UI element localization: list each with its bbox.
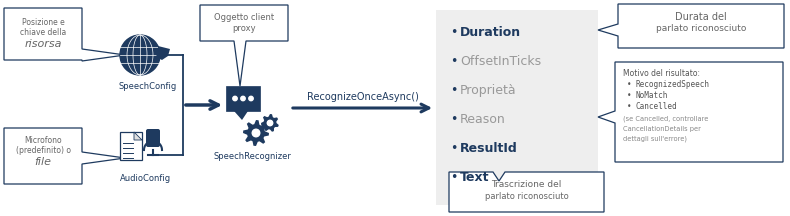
Polygon shape: [261, 114, 279, 132]
Polygon shape: [156, 46, 170, 60]
Text: •: •: [450, 26, 457, 39]
Text: Cancelled: Cancelled: [635, 102, 676, 111]
Text: Oggetto client: Oggetto client: [214, 13, 274, 22]
Text: •: •: [450, 171, 457, 184]
Text: file: file: [35, 157, 51, 167]
Text: RecognizeOnceAsync(): RecognizeOnceAsync(): [307, 92, 419, 102]
Polygon shape: [598, 62, 783, 162]
Circle shape: [120, 35, 160, 75]
Text: parlato riconosciuto: parlato riconosciuto: [656, 24, 747, 33]
Text: Proprietà: Proprietà: [460, 84, 517, 97]
Text: •: •: [450, 84, 457, 97]
Polygon shape: [134, 132, 142, 140]
Circle shape: [241, 96, 245, 101]
Circle shape: [233, 96, 237, 101]
Circle shape: [249, 96, 254, 101]
Polygon shape: [243, 120, 269, 146]
Bar: [436, 10, 598, 205]
Text: •: •: [450, 142, 457, 155]
Text: risorsa: risorsa: [24, 39, 62, 49]
Text: OffsetInTicks: OffsetInTicks: [460, 55, 541, 68]
Text: Motivo del risultato:: Motivo del risultato:: [623, 69, 700, 78]
Polygon shape: [234, 111, 248, 120]
Text: SpeechRecognizer: SpeechRecognizer: [213, 152, 291, 161]
Text: •: •: [450, 113, 457, 126]
Text: ResultId: ResultId: [460, 142, 517, 155]
Text: Text: Text: [460, 171, 490, 184]
Text: •: •: [627, 80, 631, 89]
Text: Durata del: Durata del: [675, 12, 727, 22]
Text: RecognizedSpeech: RecognizedSpeech: [635, 80, 709, 89]
Text: Duration: Duration: [460, 26, 521, 39]
Text: CancellationDetails per: CancellationDetails per: [623, 126, 701, 132]
Text: dettagli sull'errore): dettagli sull'errore): [623, 136, 687, 143]
Circle shape: [267, 120, 273, 126]
Text: •: •: [627, 91, 631, 100]
FancyBboxPatch shape: [146, 129, 160, 147]
Polygon shape: [200, 5, 288, 86]
Bar: [120, 132, 142, 160]
Text: AudioConfig: AudioConfig: [119, 174, 171, 183]
Text: proxy: proxy: [232, 24, 256, 33]
Text: Reason: Reason: [460, 113, 506, 126]
Polygon shape: [4, 128, 125, 184]
Text: (se Cancelled, controllare: (se Cancelled, controllare: [623, 116, 709, 122]
Text: chiave della: chiave della: [20, 28, 66, 37]
Text: •: •: [450, 55, 457, 68]
Text: SpeechConfig: SpeechConfig: [118, 82, 177, 91]
Polygon shape: [449, 172, 604, 212]
Circle shape: [252, 129, 260, 137]
Text: Trascrizione del: Trascrizione del: [491, 180, 562, 189]
Text: Microfono: Microfono: [24, 136, 62, 145]
Text: parlato riconosciuto: parlato riconosciuto: [484, 192, 568, 201]
Polygon shape: [4, 8, 125, 61]
Text: (predefinito) o: (predefinito) o: [16, 146, 70, 155]
Bar: [226, 86, 260, 111]
Text: NoMatch: NoMatch: [635, 91, 668, 100]
Text: •: •: [627, 102, 631, 111]
Text: Posizione e: Posizione e: [21, 18, 64, 27]
Polygon shape: [598, 4, 784, 48]
